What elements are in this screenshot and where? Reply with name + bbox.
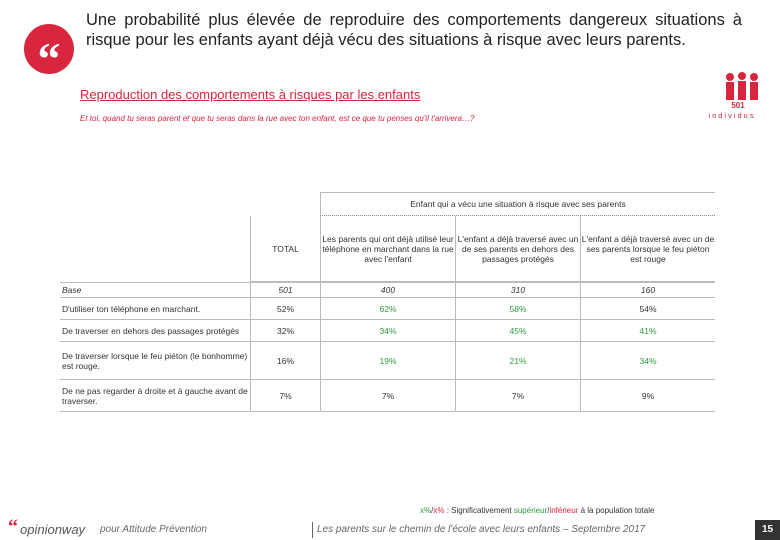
separator: [312, 522, 313, 538]
cell-value: 9%: [580, 380, 715, 412]
cell-value: 7%: [320, 380, 455, 412]
column-header: L'enfant a déjà traversé avec un de ses …: [455, 216, 580, 282]
client: pour Attitude Prévention: [100, 524, 207, 535]
legend-part: /: [431, 506, 434, 515]
cell-value: 21%: [455, 342, 580, 380]
study: Les parents sur le chemin de l'école ave…: [317, 524, 646, 535]
legend: x%/x% : Significativement supérieur/infé…: [420, 506, 654, 515]
cell-value: 19%: [320, 342, 455, 380]
cell-value: 58%: [455, 298, 580, 320]
footer: “ opinionway pour Attitude Prévention Le…: [0, 516, 780, 540]
legend-part: x%: [420, 506, 432, 515]
cell-value: 32%: [250, 320, 320, 342]
legend-part: : Significativement: [444, 506, 514, 515]
legend-part: supérieur: [513, 506, 548, 515]
cell-value: 45%: [455, 320, 580, 342]
legend-part: x%: [433, 506, 445, 515]
question: Et toi, quand tu seras parent et que tu …: [80, 114, 475, 123]
cell-value: 54%: [580, 298, 715, 320]
cell-value: 16%: [250, 342, 320, 380]
row-label: D'utiliser ton téléphone en marchant.: [60, 298, 250, 320]
quote-glyph: “: [37, 33, 61, 84]
column-header: TOTAL: [250, 216, 320, 282]
badge-label: individus: [708, 111, 756, 120]
cell-value: 310: [455, 282, 580, 298]
logo-mark: “: [8, 516, 18, 538]
title: Une probabilité plus élevée de reproduir…: [86, 11, 742, 49]
cell-value: 7%: [250, 380, 320, 412]
group-header: Enfant qui a vécu une situation à risque…: [320, 192, 715, 216]
row-label: De traverser lorsque le feu piéton (le b…: [60, 342, 250, 380]
cell-value: 34%: [320, 320, 455, 342]
people-icon: [726, 72, 758, 100]
cell-value: 52%: [250, 298, 320, 320]
cell-value: 62%: [320, 298, 455, 320]
cell-value: 7%: [455, 380, 580, 412]
legend-part: inférieur: [549, 506, 579, 515]
column-header: Les parents qui ont déjà utilisé leur té…: [320, 216, 455, 282]
subtitle: Reproduction des comportements à risques…: [80, 87, 421, 102]
row-label: De traverser en dehors des passages prot…: [60, 320, 250, 342]
quote-icon: “: [24, 24, 74, 84]
badge-number: 501: [731, 101, 745, 110]
logo: opinionway: [20, 522, 86, 537]
cell-value: 41%: [580, 320, 715, 342]
column-header: L'enfant a déjà traversé avec un de ses …: [580, 216, 715, 282]
page-number: 15: [755, 520, 780, 540]
cell-value: 34%: [580, 342, 715, 380]
cell-value: 501: [250, 282, 320, 298]
cell-value: 160: [580, 282, 715, 298]
cell-value: 400: [320, 282, 455, 298]
row-label: Base: [60, 282, 250, 298]
legend-part: à la population totale: [578, 506, 655, 515]
legend-part: /: [547, 506, 550, 515]
row-label: De ne pas regarder à droite et à gauche …: [60, 380, 250, 412]
